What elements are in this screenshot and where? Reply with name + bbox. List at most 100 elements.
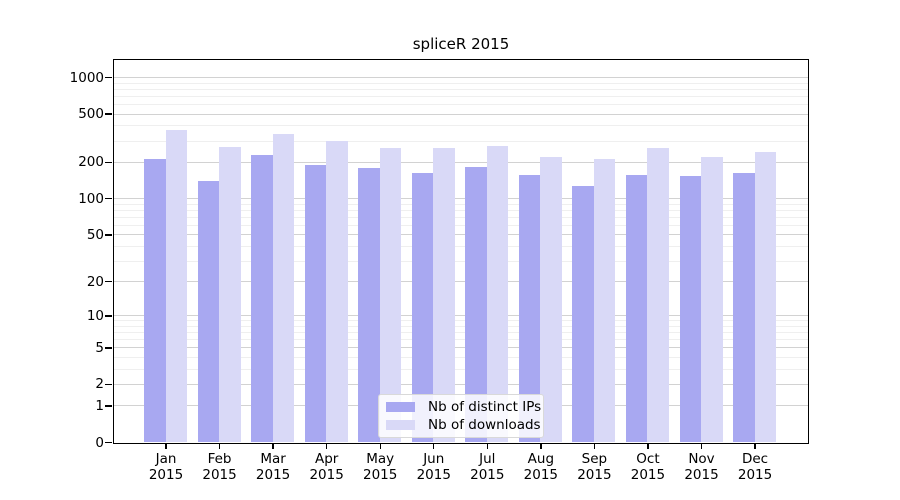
- minor-gridline: [114, 209, 808, 211]
- y-tick-mark: [105, 281, 112, 283]
- minor-gridline: [114, 260, 808, 262]
- major-gridline: [114, 347, 808, 349]
- minor-gridline: [114, 332, 808, 334]
- bar-ips-dec: [733, 172, 755, 442]
- x-tick-label: Mar 2015: [255, 451, 291, 483]
- bar-ips-may: [358, 168, 380, 442]
- bar-ips-aug: [518, 175, 541, 442]
- x-tick-mark: [325, 444, 328, 449]
- minor-gridline: [114, 339, 808, 341]
- major-gridline: [114, 315, 808, 317]
- x-tick-label: Aug 2015: [523, 451, 559, 483]
- x-tick-mark: [433, 444, 435, 449]
- bar-ips-mar: [251, 155, 273, 442]
- y-tick-mark: [105, 315, 112, 317]
- legend-swatch-ips: [386, 402, 415, 412]
- minor-gridline: [114, 125, 808, 127]
- y-tick-label: 1000: [69, 69, 104, 86]
- y-tick-label: 200: [78, 154, 104, 171]
- minor-gridline: [114, 88, 808, 90]
- major-gridline: [114, 234, 808, 236]
- y-tick-mark: [105, 347, 112, 349]
- y-tick-mark: [105, 113, 112, 115]
- bar-downloads-sep: [593, 159, 616, 442]
- x-tick-mark: [700, 444, 703, 449]
- x-tick-label: Jun 2015: [416, 451, 451, 483]
- bar-downloads-may: [379, 148, 402, 442]
- minor-gridline: [114, 82, 808, 84]
- chart-title: spliceR 2015: [412, 35, 510, 53]
- minor-gridline: [114, 357, 808, 358]
- x-tick-label: Oct 2015: [630, 451, 666, 483]
- x-tick-mark: [379, 444, 381, 449]
- x-tick-label: Apr 2015: [309, 451, 344, 483]
- y-tick-label: 5: [95, 339, 104, 356]
- y-tick-label: 100: [78, 190, 104, 207]
- bar-downloads-jul: [486, 146, 509, 442]
- bar-ips-feb: [197, 181, 220, 442]
- x-tick-label: May 2015: [363, 451, 398, 483]
- legend-swatch-downloads: [386, 420, 415, 430]
- x-tick-mark: [593, 444, 596, 449]
- plot-area: [113, 59, 809, 444]
- x-tick-mark: [272, 444, 274, 449]
- bar-downloads-jun: [433, 148, 455, 442]
- bar-ips-jan: [144, 159, 166, 442]
- x-tick-mark: [486, 444, 488, 449]
- y-tick-label: 1: [95, 397, 104, 414]
- legend-row: Nb of distinct IPs: [386, 399, 541, 415]
- bar-downloads-dec: [754, 151, 777, 442]
- x-tick-label: Nov 2015: [684, 451, 719, 483]
- y-tick-label: 0: [95, 434, 104, 451]
- minor-gridline: [114, 203, 808, 205]
- major-gridline: [114, 383, 808, 385]
- y-tick-mark: [105, 198, 112, 200]
- legend-label-ips: Nb of distinct IPs: [428, 399, 542, 415]
- y-tick-mark: [105, 234, 112, 236]
- legend: Nb of distinct IPs Nb of downloads: [378, 394, 544, 438]
- bar-downloads-nov: [701, 157, 723, 442]
- x-tick-label: Feb 2015: [202, 451, 237, 483]
- minor-gridline: [114, 325, 808, 327]
- bar-ips-oct: [625, 174, 648, 442]
- bar-downloads-feb: [219, 147, 241, 442]
- bar-ips-apr: [304, 164, 327, 442]
- major-gridline: [114, 281, 808, 283]
- bar-downloads-aug: [540, 156, 562, 442]
- minor-gridline: [114, 320, 808, 322]
- y-tick-label: 20: [86, 273, 104, 290]
- bar-ips-jun: [411, 172, 434, 442]
- major-gridline: [114, 77, 808, 79]
- bar-downloads-mar: [272, 134, 295, 442]
- y-tick-mark: [105, 161, 112, 164]
- x-tick-mark: [754, 444, 756, 449]
- major-gridline: [114, 161, 808, 163]
- y-tick-mark: [105, 76, 112, 79]
- legend-label-downloads: Nb of downloads: [428, 417, 541, 433]
- minor-gridline: [114, 368, 808, 370]
- x-tick-mark: [647, 444, 649, 449]
- x-tick-mark: [165, 444, 167, 449]
- major-gridline: [114, 198, 808, 200]
- x-tick-mark: [540, 444, 542, 449]
- y-tick-label: 50: [86, 226, 104, 243]
- minor-gridline: [114, 216, 808, 218]
- y-tick-mark: [105, 383, 112, 386]
- bar-downloads-oct: [647, 148, 669, 442]
- legend-row: Nb of downloads: [386, 417, 541, 433]
- y-tick-label: 500: [78, 106, 104, 123]
- y-tick-label: 10: [86, 307, 104, 324]
- bar-ips-sep: [572, 186, 594, 442]
- bar-downloads-jan: [165, 129, 187, 442]
- y-tick-mark: [105, 405, 112, 407]
- bar-downloads-apr: [326, 141, 348, 442]
- x-tick-label: Dec 2015: [737, 451, 773, 483]
- major-gridline: [114, 113, 808, 115]
- minor-gridline: [114, 95, 808, 97]
- minor-gridline: [114, 224, 808, 226]
- minor-gridline: [114, 245, 808, 247]
- minor-gridline: [114, 140, 808, 142]
- bar-ips-jul: [465, 166, 487, 442]
- y-tick-mark: [105, 441, 112, 444]
